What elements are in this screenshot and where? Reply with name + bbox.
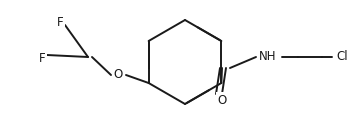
Text: F: F bbox=[57, 15, 63, 29]
Text: O: O bbox=[113, 69, 123, 81]
Text: F: F bbox=[39, 51, 45, 65]
Text: O: O bbox=[217, 93, 227, 107]
Text: Cl: Cl bbox=[336, 51, 348, 63]
Text: NH: NH bbox=[259, 51, 277, 63]
